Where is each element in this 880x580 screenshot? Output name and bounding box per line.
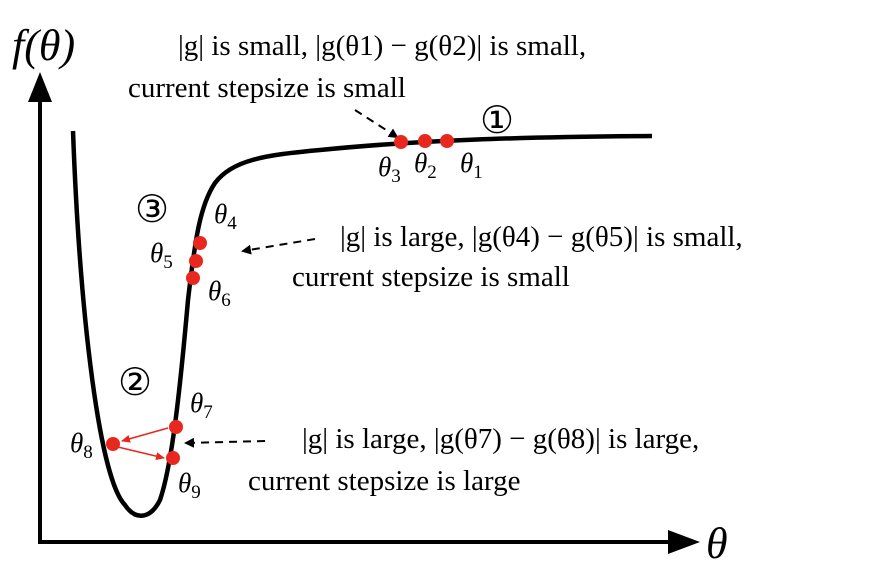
- annotation-1-line-1: |g| is small, |g(θ1) − g(θ2)| is small,: [178, 30, 586, 62]
- label-theta-1: θ1: [460, 148, 483, 183]
- x-axis-arrowhead: [668, 530, 700, 554]
- annotation-3-line-1: |g| is large, |g(θ7) − g(θ8)| is large,: [302, 423, 699, 455]
- annotation-1-line-2: current stepsize is small: [128, 72, 406, 104]
- y-axis-arrowhead: [28, 72, 52, 102]
- point-theta-4: [193, 236, 207, 250]
- annotation-2-line-2: current stepsize is small: [292, 261, 570, 293]
- label-theta-9: θ9: [178, 468, 201, 503]
- point-theta-1: [440, 134, 454, 148]
- label-theta-4: θ4: [214, 199, 237, 234]
- annotation-3-pointer: [184, 437, 266, 448]
- step-arrow-8-to-9: [117, 446, 165, 461]
- label-theta-6: θ6: [208, 276, 231, 311]
- label-theta-7: θ7: [190, 388, 213, 423]
- annotation-1-pointer: [354, 109, 399, 139]
- step-arrow-7-to-8: [121, 427, 169, 443]
- point-theta-3: [394, 135, 408, 149]
- point-theta-2: [418, 134, 432, 148]
- region-1-marker: ①: [480, 98, 514, 142]
- point-theta-7: [169, 420, 183, 434]
- region-2-marker: ②: [118, 360, 152, 404]
- y-axis-label: f(θ): [12, 21, 75, 70]
- label-theta-2: θ2: [414, 148, 437, 183]
- label-theta-3: θ3: [378, 152, 401, 187]
- annotation-3-line-2: current stepsize is large: [248, 465, 520, 497]
- label-theta-8: θ8: [70, 428, 93, 463]
- point-theta-8: [106, 437, 120, 451]
- label-theta-5: θ5: [150, 238, 173, 273]
- point-theta-9: [166, 451, 180, 465]
- annotation-2-line-1: |g| is large, |g(θ4) − g(θ5)| is small,: [340, 221, 743, 253]
- function-curve: [70, 130, 653, 518]
- x-axis-label: θ: [706, 519, 728, 568]
- region-3-marker: ③: [135, 187, 169, 231]
- point-theta-5: [189, 254, 203, 268]
- annotation-2-pointer: [241, 238, 316, 255]
- point-theta-6: [186, 271, 200, 285]
